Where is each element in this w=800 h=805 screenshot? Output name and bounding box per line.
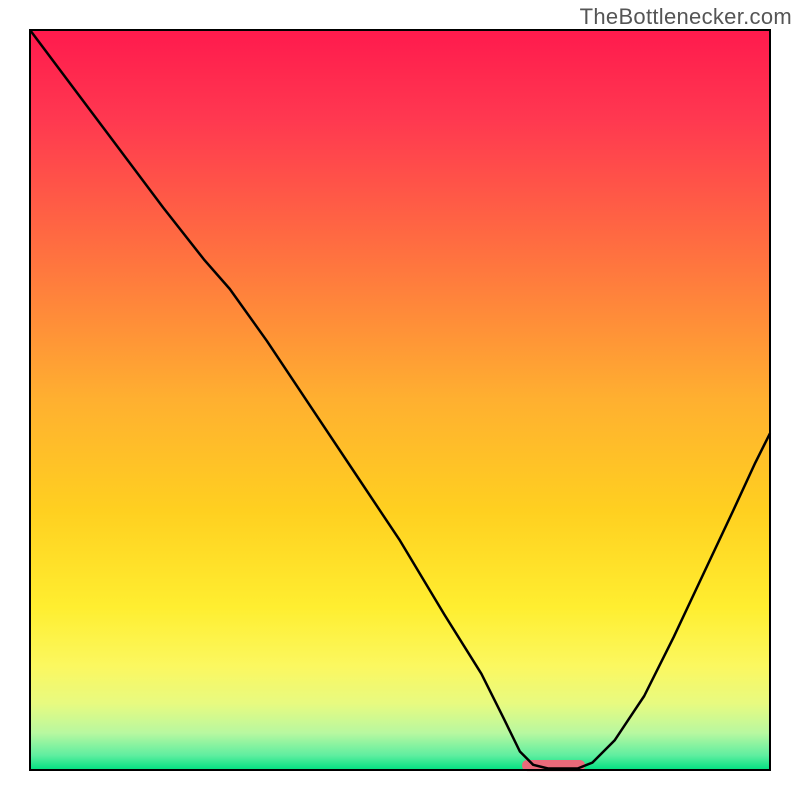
bottleneck-chart xyxy=(0,0,800,800)
chart-svg xyxy=(0,0,800,800)
chart-background xyxy=(30,30,770,770)
watermark-label: TheBottlenecker.com xyxy=(580,4,792,30)
